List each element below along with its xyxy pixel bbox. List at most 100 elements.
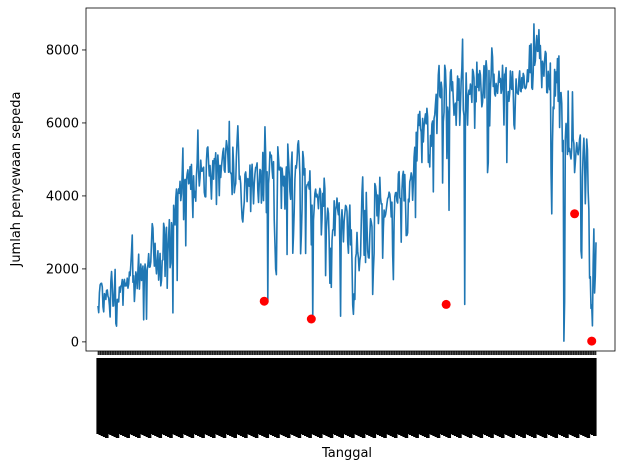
x-tick-label	[179, 358, 184, 438]
x-tick-label	[438, 358, 443, 434]
x-tick-label	[503, 358, 507, 434]
x-tick-label	[567, 358, 571, 434]
x-tick-label	[451, 358, 456, 435]
x-tick-label	[158, 358, 163, 438]
x-tick-label	[381, 358, 385, 437]
x-tick-label	[175, 358, 180, 436]
x-tick-label	[413, 358, 417, 437]
x-tick-label	[541, 358, 546, 437]
x-tick-label	[267, 358, 272, 434]
x-tick-label	[169, 358, 173, 438]
x-tick-label	[558, 358, 563, 435]
x-tick-label	[426, 358, 430, 438]
x-tick-label	[224, 358, 229, 434]
x-tick-label	[331, 358, 336, 434]
x-tick-label	[167, 358, 171, 437]
x-tick-label	[539, 358, 544, 436]
x-tick-label	[323, 358, 327, 435]
x-tick-label	[432, 358, 437, 436]
x-tick-label	[421, 358, 426, 436]
x-tick-label	[592, 358, 597, 436]
x-tick-label	[344, 358, 349, 435]
x-tick-label	[246, 358, 250, 434]
x-tick-label	[460, 358, 464, 434]
x-tick-label	[182, 358, 186, 434]
x-tick-label	[220, 358, 225, 437]
x-tick-label	[552, 358, 556, 437]
x-tick-label	[586, 358, 591, 438]
x-tick-label	[276, 358, 280, 438]
x-tick-label	[128, 358, 133, 434]
x-tick-label	[445, 358, 449, 437]
x-tick-label	[137, 358, 141, 438]
plot-area	[86, 8, 615, 351]
x-tick-label	[119, 358, 124, 435]
x-tick-label	[590, 358, 595, 435]
x-tick-label	[214, 358, 218, 434]
x-tick-label	[500, 358, 505, 438]
x-tick-label	[96, 358, 100, 434]
x-tick-label	[351, 358, 355, 438]
x-tick-label	[241, 358, 246, 437]
x-tick-label	[274, 358, 278, 437]
x-tick-label	[383, 358, 387, 438]
x-tick-label	[299, 358, 304, 434]
x-tick-label	[374, 358, 379, 434]
x-tick-label	[470, 358, 475, 434]
x-tick-label	[385, 358, 389, 434]
x-tick-label	[205, 358, 210, 435]
x-tick-label	[584, 358, 589, 437]
x-tick-label	[415, 358, 419, 438]
x-tick-label	[132, 358, 137, 436]
x-tick-label	[441, 358, 445, 435]
x-tick-label	[466, 358, 471, 437]
x-tick-label	[316, 358, 321, 437]
y-tick-label-2000: 2000	[46, 262, 79, 277]
x-tick-label	[312, 358, 317, 435]
x-tick-label	[186, 358, 190, 436]
x-tick-label	[475, 358, 479, 436]
x-tick-label	[355, 358, 359, 435]
x-tick-label	[496, 358, 501, 436]
x-tick-label	[98, 358, 103, 435]
x-tick-label	[342, 358, 347, 434]
x-tick-label	[353, 358, 357, 434]
x-tick-label	[295, 358, 300, 437]
x-tick-label	[321, 358, 325, 434]
x-tick-label	[346, 358, 351, 436]
x-tick-label	[261, 358, 265, 436]
x-tick-label	[378, 358, 383, 436]
x-tick-label	[468, 358, 473, 438]
x-tick-label	[115, 358, 120, 438]
x-tick-label	[104, 358, 109, 438]
x-tick-label	[361, 358, 366, 438]
x-tick-label	[400, 358, 404, 436]
x-tick-label	[152, 358, 156, 435]
y-ticks: 0 2000 4000 6000 8000	[46, 43, 86, 350]
anomaly-marker-3	[441, 299, 451, 309]
x-ticks	[97, 351, 597, 355]
x-tick-label	[464, 358, 469, 436]
x-tick-label	[359, 358, 364, 437]
x-tick-label	[580, 358, 584, 435]
x-tick-label	[126, 358, 130, 438]
x-tick-label	[216, 358, 220, 435]
anomaly-marker-5	[587, 336, 597, 346]
y-tick-label-8000: 8000	[46, 43, 79, 58]
x-tick-label	[297, 358, 302, 438]
x-tick-label	[271, 358, 276, 436]
x-tick-label	[430, 358, 434, 435]
x-tick-label	[479, 358, 484, 438]
x-tick-label	[402, 358, 407, 437]
x-tick-label	[404, 358, 409, 438]
x-tick-label	[130, 358, 135, 435]
x-tick-label	[372, 358, 377, 438]
x-tick-label	[226, 358, 231, 435]
x-tick-label	[550, 358, 554, 436]
x-tick-label	[483, 358, 488, 435]
x-tick-label	[368, 358, 372, 436]
x-tick-label	[218, 358, 223, 436]
x-tick-label	[154, 358, 158, 436]
x-tick-label	[393, 358, 398, 438]
x-tick-label	[494, 358, 499, 435]
